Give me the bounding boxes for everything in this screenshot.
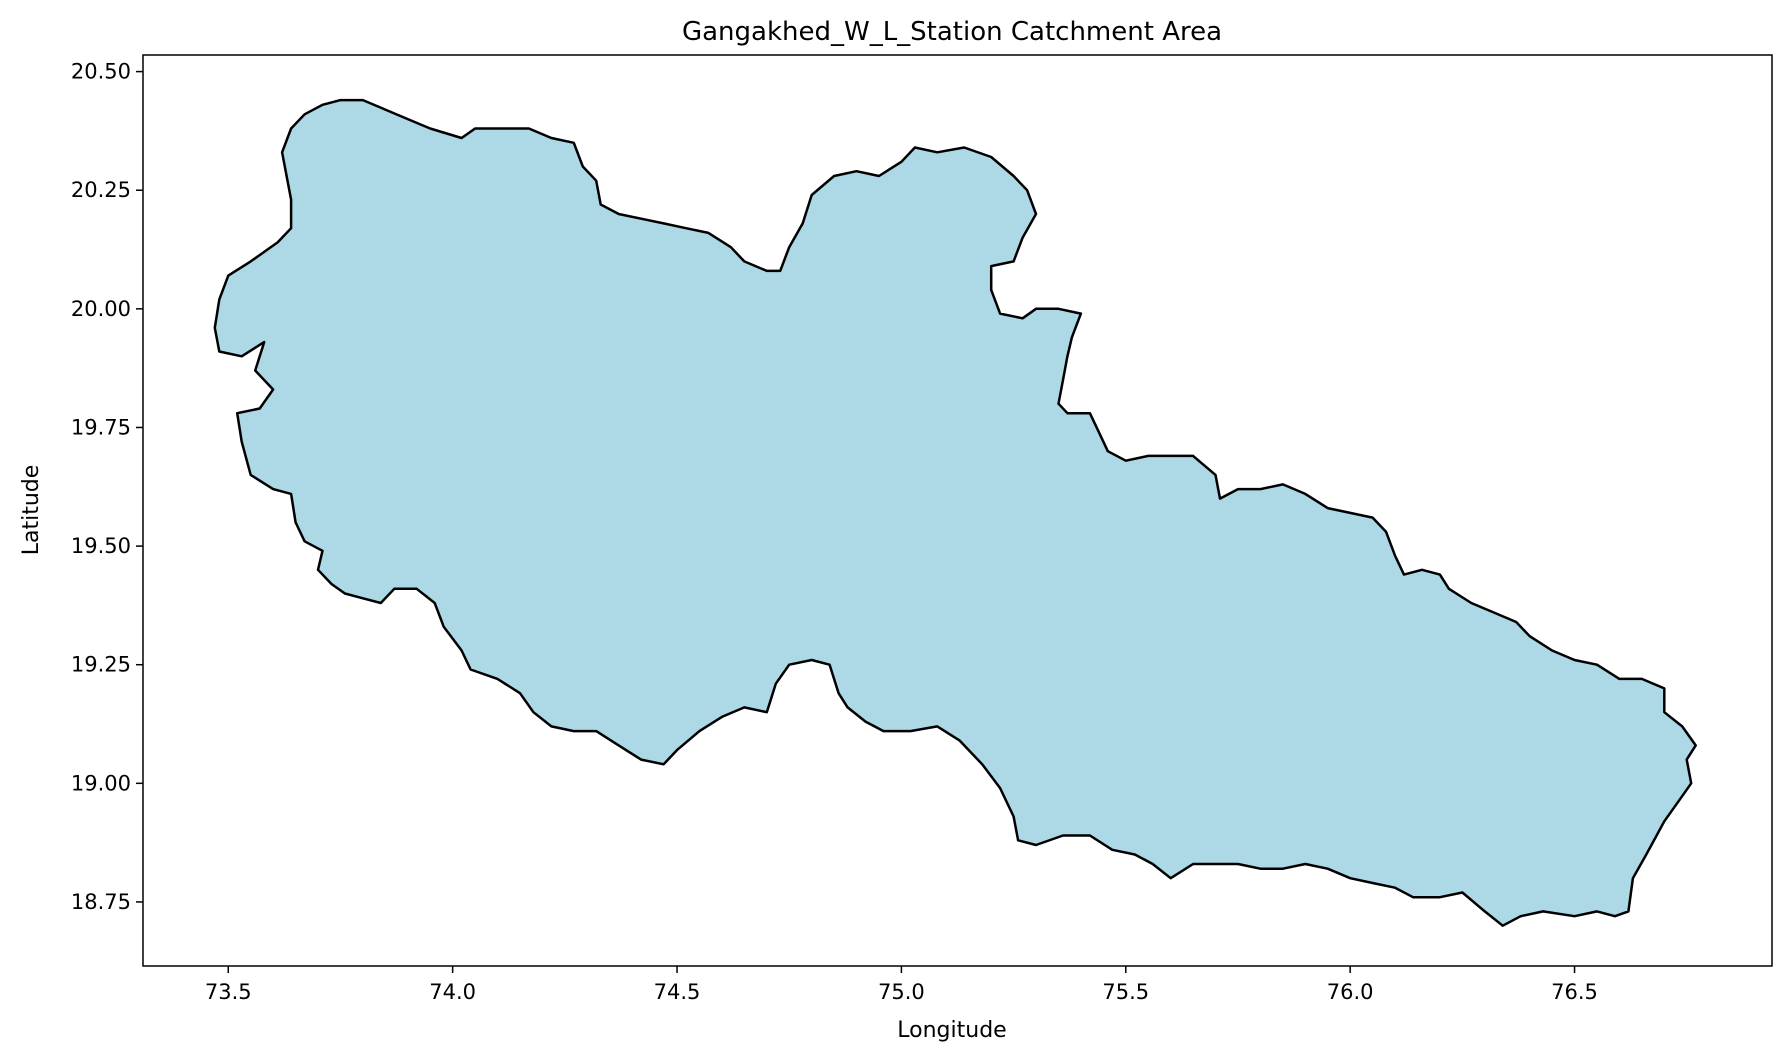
x-tick-label: 74.0 — [429, 980, 476, 1004]
y-tick-label: 19.75 — [71, 415, 131, 439]
x-tick-label: 75.0 — [878, 980, 925, 1004]
y-axis-ticks: 18.75 19.00 19.25 19.50 19.75 20.00 20.25 20.50 — [71, 60, 143, 914]
y-tick-label: 20.25 — [71, 178, 131, 202]
y-tick-label: 19.25 — [71, 653, 131, 677]
y-tick-label: 19.50 — [71, 534, 131, 558]
y-tick-label: 20.50 — [71, 60, 131, 84]
y-tick-label: 19.00 — [71, 771, 131, 795]
x-tick-label: 76.5 — [1551, 980, 1598, 1004]
x-tick-label: 73.5 — [205, 980, 252, 1004]
x-tick-label: 75.5 — [1102, 980, 1149, 1004]
y-tick-label: 20.00 — [71, 297, 131, 321]
catchment-polygon — [213, 98, 1697, 927]
y-tick-label: 18.75 — [71, 890, 131, 914]
x-axis-ticks: 73.5 74.0 74.5 75.0 75.5 76.0 76.5 — [205, 966, 1598, 1004]
plot-area-frame — [142, 54, 1773, 967]
chart-title: Gangakhed_W_L_Station Catchment Area — [682, 17, 1222, 47]
x-axis-label: Longitude — [897, 1018, 1006, 1043]
x-tick-label: 74.5 — [654, 980, 701, 1004]
y-axis-label: Latitude — [19, 465, 44, 556]
x-tick-label: 76.0 — [1327, 980, 1374, 1004]
